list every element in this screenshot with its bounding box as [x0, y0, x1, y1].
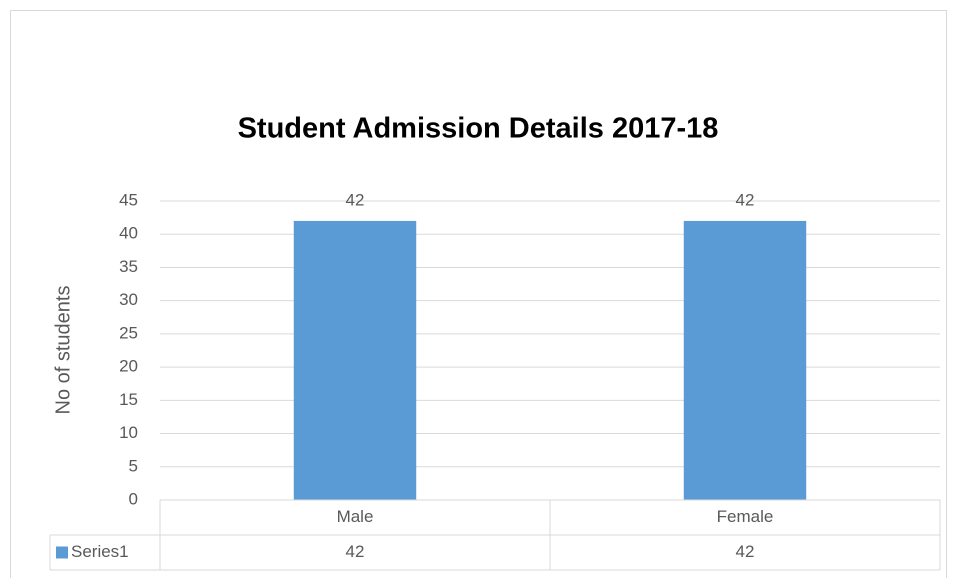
- y-axis-title: No of students: [52, 286, 74, 415]
- x-tick-label: Male: [337, 507, 374, 526]
- y-tick-label: 40: [119, 224, 138, 243]
- chart-title: Student Admission Details 2017-18: [238, 113, 719, 145]
- data-label: 42: [346, 190, 365, 209]
- y-tick-label: 10: [119, 423, 138, 442]
- bar: [683, 220, 807, 500]
- bar: [293, 220, 417, 500]
- table-value: 42: [346, 542, 365, 561]
- y-tick-label: 35: [119, 257, 138, 276]
- y-tick-label: 45: [119, 190, 138, 209]
- y-tick-label: 15: [119, 390, 138, 409]
- y-tick-label: 5: [129, 456, 138, 475]
- y-tick-label: 25: [119, 323, 138, 342]
- y-tick-label: 0: [129, 489, 138, 508]
- x-tick-label: Female: [717, 507, 774, 526]
- table-value: 42: [736, 542, 755, 561]
- y-tick-label: 20: [119, 357, 138, 376]
- data-label: 42: [736, 190, 755, 209]
- legend-label: Series1: [71, 542, 129, 561]
- legend-swatch: [56, 546, 68, 559]
- y-tick-label: 30: [119, 290, 138, 309]
